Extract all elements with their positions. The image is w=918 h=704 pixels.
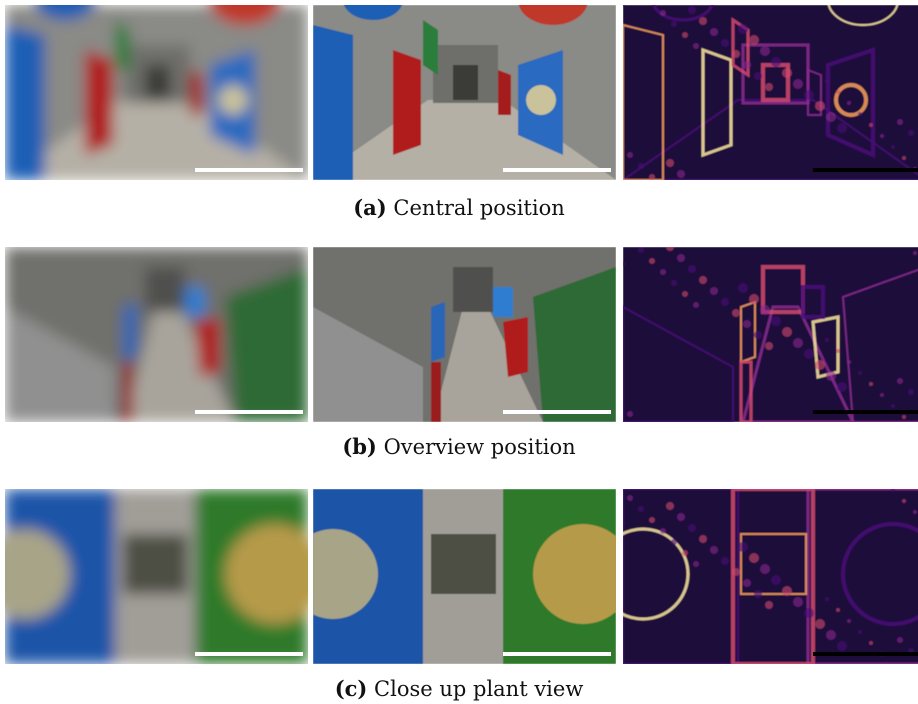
reference-render: [313, 489, 616, 664]
image: [623, 247, 918, 422]
error-map: [623, 247, 918, 422]
image: [5, 247, 308, 422]
error-map: [623, 5, 918, 180]
caption-label: (a): [353, 195, 386, 220]
caption-text: Central position: [393, 196, 564, 220]
reference-render: [313, 247, 616, 422]
image: [5, 5, 308, 180]
image: [313, 247, 616, 422]
scale-bar: [813, 168, 918, 172]
figure: (a) Central position (b) Overview positi…: [0, 0, 918, 704]
caption: (c) Close up plant view: [0, 676, 918, 701]
caption-label: (b): [342, 434, 377, 459]
error-map: [623, 489, 918, 664]
scale-bar: [813, 410, 918, 414]
caption-label: (c): [335, 676, 368, 701]
blurred-render: [5, 5, 308, 180]
image: [623, 5, 918, 180]
caption-text: Overview position: [384, 435, 576, 459]
blurred-render: [5, 247, 308, 422]
caption-text: Close up plant view: [374, 677, 583, 701]
scale-bar: [503, 410, 611, 414]
scale-bar: [195, 652, 303, 656]
image: [5, 489, 308, 664]
scale-bar: [503, 168, 611, 172]
caption: (b) Overview position: [0, 434, 918, 459]
image: [623, 489, 918, 664]
image: [313, 489, 616, 664]
scale-bar: [503, 652, 611, 656]
reference-render: [313, 5, 616, 180]
scale-bar: [195, 168, 303, 172]
image: [313, 5, 616, 180]
blurred-render: [5, 489, 308, 664]
scale-bar: [195, 410, 303, 414]
caption: (a) Central position: [0, 195, 918, 220]
scale-bar: [813, 652, 918, 656]
